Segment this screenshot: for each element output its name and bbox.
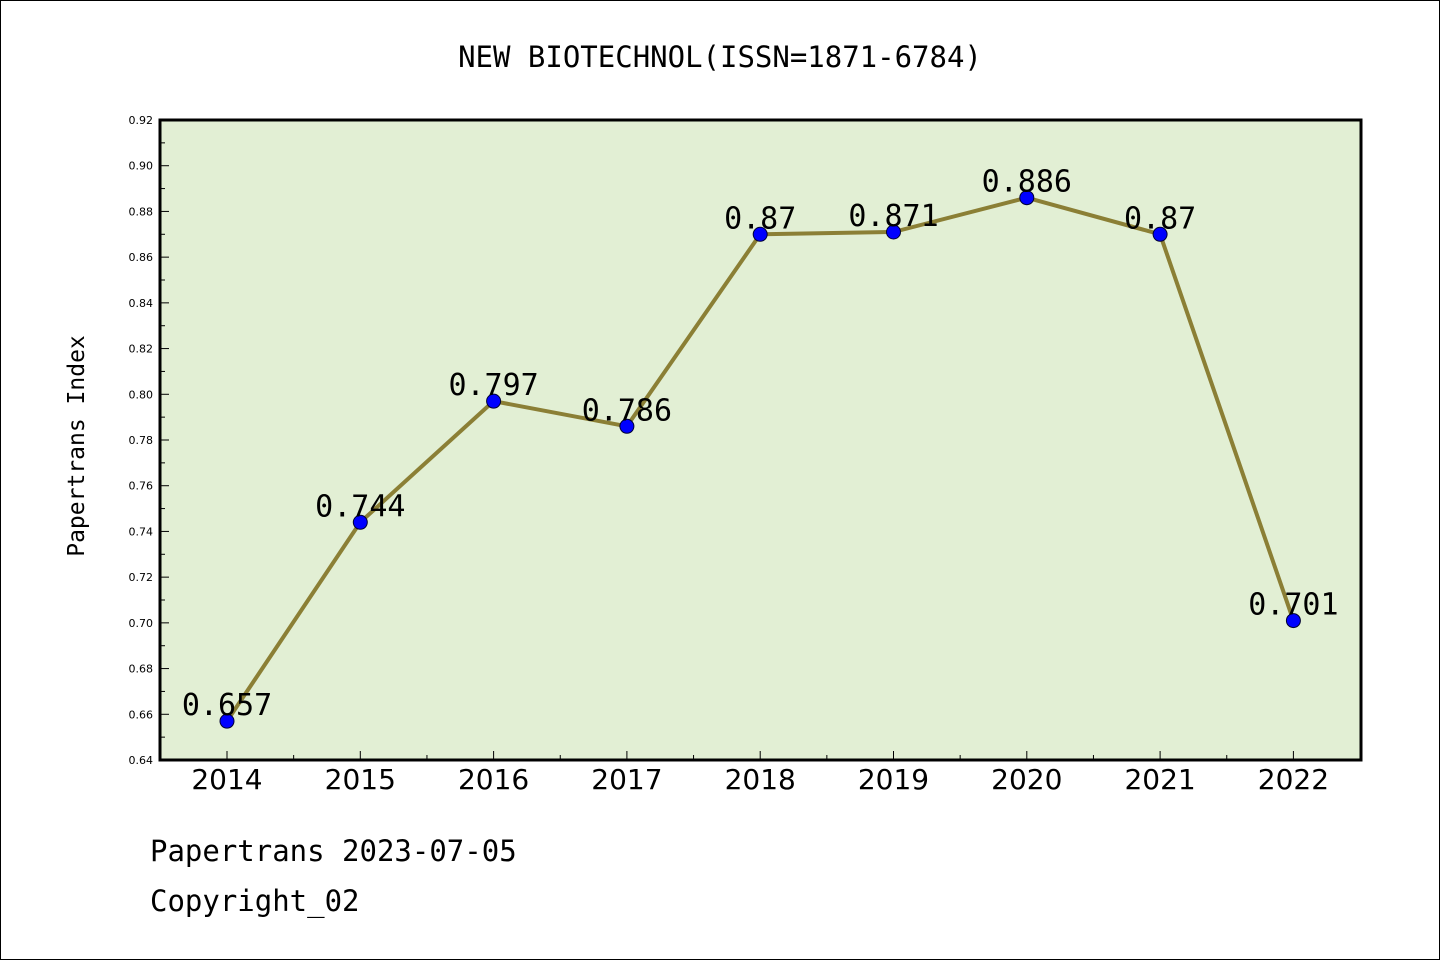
- data-label: 0.744: [315, 489, 405, 524]
- data-label: 0.701: [1248, 588, 1338, 623]
- y-tick-label: 0.80: [129, 388, 154, 401]
- data-label: 0.786: [582, 393, 672, 428]
- data-point: [1019, 190, 1035, 206]
- plot-area: [160, 120, 1361, 760]
- y-tick-label: 0.86: [129, 251, 154, 264]
- y-tick-label: 0.70: [129, 617, 154, 630]
- y-tick-label: 0.92: [129, 114, 154, 127]
- data-point: [1152, 226, 1168, 242]
- data-point: [352, 514, 368, 530]
- data-label: 0.657: [182, 688, 272, 723]
- data-markers: [219, 190, 1301, 729]
- y-tick-label: 0.68: [129, 663, 154, 676]
- chart-title: NEW BIOTECHNOL(ISSN=1871-6784): [458, 40, 982, 74]
- x-tick-label: 2022: [1258, 763, 1329, 796]
- x-tick-label: 2017: [591, 763, 662, 796]
- y-tick-label: 0.82: [129, 343, 154, 356]
- y-tick-label: 0.84: [129, 297, 154, 310]
- data-point: [886, 224, 901, 240]
- footer-date: Papertrans 2023-07-05: [150, 834, 517, 868]
- data-label: 0.87: [1124, 201, 1196, 236]
- x-tick-label: 2015: [325, 763, 396, 796]
- data-point: [1285, 613, 1301, 629]
- data-point: [219, 713, 235, 729]
- y-axis-label: Papertrans Index: [64, 335, 90, 557]
- y-tick-label: 0.78: [129, 434, 154, 447]
- y-tick-label: 0.76: [129, 480, 154, 493]
- x-tick-label: 2018: [725, 763, 796, 796]
- data-point: [752, 226, 768, 242]
- y-axis-ticks: 0.64 0.66 0.68 0.70 0.72 0.74 0.76 0.78 0.80 0.82…: [129, 114, 169, 767]
- y-tick-label: 0.66: [129, 708, 154, 721]
- data-point: [486, 393, 502, 409]
- y-tick-label: 0.88: [129, 205, 154, 218]
- data-label: 0.797: [448, 368, 538, 403]
- plot-border: [158, 118, 1363, 762]
- x-tick-label: 2016: [458, 763, 529, 796]
- y-tick-label: 0.64: [129, 754, 154, 767]
- footer-copyright: Copyright_02: [150, 884, 360, 918]
- y-tick-label: 0.72: [129, 571, 154, 584]
- y-tick-label: 0.90: [129, 160, 154, 173]
- x-axis-ticks: 2014 2015 2016 2017 2018 2019 2020 2021 2022: [191, 751, 1329, 796]
- data-label: 0.886: [982, 165, 1072, 200]
- y-tick-label: 0.74: [129, 525, 154, 538]
- x-tick-label: 2014: [191, 763, 262, 796]
- x-tick-label: 2019: [858, 763, 929, 796]
- data-point: [619, 418, 635, 434]
- data-labels: 0.657 0.744 0.797 0.786 0.87 0.871 0.886 0.87 0.…: [182, 165, 1339, 723]
- x-tick-label: 2020: [991, 763, 1062, 796]
- data-label: 0.871: [848, 199, 938, 234]
- x-tick-label: 2021: [1124, 763, 1195, 796]
- data-label: 0.87: [724, 201, 796, 236]
